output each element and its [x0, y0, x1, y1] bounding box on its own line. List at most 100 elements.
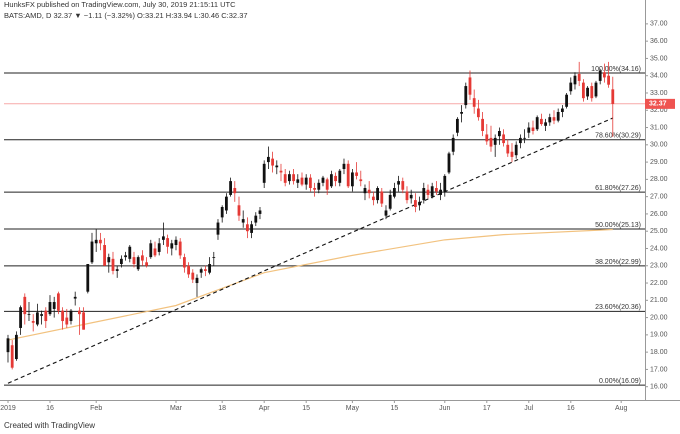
candle-body — [266, 156, 270, 163]
y-tick-label: 19.00 — [650, 332, 668, 339]
candle-body — [434, 188, 438, 192]
candle-body — [443, 175, 447, 192]
candle-body — [317, 182, 321, 190]
x-tick-label: 18 — [218, 405, 226, 412]
candle-body — [262, 163, 266, 183]
candle-body — [73, 296, 77, 299]
candle-body — [581, 82, 585, 99]
candle-body — [329, 174, 333, 187]
candle-body — [254, 215, 258, 223]
candle-body — [170, 243, 174, 249]
x-tick-label: 17 — [483, 405, 491, 412]
candle-body — [275, 165, 279, 168]
candle-body — [212, 257, 216, 258]
candle-body — [577, 73, 581, 81]
candle-body — [82, 312, 85, 330]
candle-body — [86, 264, 90, 292]
candle-body — [56, 293, 60, 311]
y-tick-label: 35.00 — [650, 55, 668, 62]
candle-body — [199, 269, 203, 273]
candle-body — [544, 122, 547, 126]
candle-body — [502, 134, 505, 144]
moving-average — [7, 228, 613, 341]
candle-body — [325, 179, 329, 190]
candle-body — [539, 118, 543, 125]
candle-body — [250, 224, 253, 233]
candle-body — [14, 334, 18, 360]
candle-body — [363, 188, 367, 194]
candle-body — [598, 70, 602, 81]
candle-body — [174, 239, 178, 246]
candle-body — [451, 137, 455, 152]
y-tick-label: 22.00 — [650, 280, 668, 287]
candle-body — [338, 170, 342, 183]
fib-label: 0.00%(16.09) — [599, 378, 641, 385]
candle-body — [531, 127, 535, 131]
candle-body — [586, 87, 589, 97]
candle-body — [61, 310, 64, 322]
x-tick-label: Jun — [439, 405, 450, 412]
candle-body — [552, 117, 556, 121]
candle-body — [65, 317, 69, 325]
candle-body — [355, 172, 358, 176]
y-tick-label: 26.00 — [650, 211, 668, 218]
fib-label: 38.20%(22.99) — [595, 259, 641, 266]
candle-body — [397, 181, 400, 185]
y-tick-label: 21.00 — [650, 297, 668, 304]
trendline — [7, 117, 614, 384]
y-tick-label: 34.00 — [650, 73, 668, 80]
candle-body — [359, 179, 363, 182]
candle-body — [371, 196, 375, 201]
candle-body — [304, 177, 308, 185]
candle-body — [455, 118, 459, 133]
candle-body — [161, 236, 165, 240]
candle-body — [10, 345, 14, 368]
candle-body — [497, 130, 501, 137]
candle-body — [506, 144, 510, 154]
candle-body — [472, 98, 476, 107]
candle-body — [77, 310, 81, 315]
candle-body — [220, 207, 224, 218]
candle-body — [602, 72, 606, 78]
candle-body — [573, 75, 577, 85]
y-tick-label: 24.00 — [650, 245, 668, 252]
candle-body — [182, 257, 186, 268]
x-tick-label: Apr — [259, 405, 271, 412]
candle-body — [607, 75, 610, 85]
candle-body — [367, 189, 371, 194]
candle-body — [229, 181, 232, 195]
candle-body — [145, 262, 148, 266]
candle-body — [384, 210, 388, 216]
candle-body — [464, 86, 468, 106]
candle-body — [98, 239, 102, 244]
footer: Created with TradingView — [4, 421, 95, 430]
candle-body — [178, 241, 182, 256]
candle-body — [132, 257, 136, 265]
candle-body — [426, 189, 430, 195]
candle-body — [418, 201, 421, 206]
candle-body — [216, 222, 220, 235]
candle-body — [258, 210, 262, 214]
candle-body — [460, 111, 463, 114]
x-tick-label: May — [346, 405, 360, 412]
y-tick-label: 20.00 — [650, 314, 668, 321]
y-tick-label: 36.00 — [650, 38, 668, 45]
x-tick-label: 15 — [302, 405, 310, 412]
candle-body — [48, 302, 52, 315]
candle-body — [313, 188, 316, 190]
candle-body — [40, 314, 43, 316]
candle-body — [392, 188, 396, 197]
y-tick-label: 18.00 — [650, 349, 668, 356]
candle-body — [334, 175, 337, 182]
candle-body — [157, 243, 161, 252]
y-tick-label: 29.00 — [650, 159, 668, 166]
candle-body — [136, 257, 140, 270]
candle-body — [300, 177, 304, 185]
header-line2: BATS:AMD, D 32.37 ▼ −1.11 (−3.32%) O:33.… — [4, 11, 248, 20]
candle-body — [124, 255, 127, 258]
fib-label: 61.80%(27.26) — [595, 185, 641, 192]
candle-body — [241, 219, 245, 223]
candle-body — [346, 163, 350, 187]
candle-body — [401, 181, 405, 190]
